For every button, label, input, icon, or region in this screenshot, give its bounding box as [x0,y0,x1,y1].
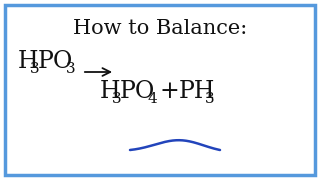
Text: 3: 3 [205,92,215,106]
Text: H: H [18,50,38,73]
Text: 3: 3 [30,62,40,76]
Text: PO: PO [38,50,73,73]
Text: 3: 3 [112,92,122,106]
Text: 4: 4 [148,92,158,106]
Text: How to Balance:: How to Balance: [73,19,247,37]
Text: +: + [160,80,180,103]
Text: PH: PH [179,80,215,103]
Text: H: H [100,80,121,103]
Text: 3: 3 [66,62,76,76]
Text: PO: PO [120,80,156,103]
